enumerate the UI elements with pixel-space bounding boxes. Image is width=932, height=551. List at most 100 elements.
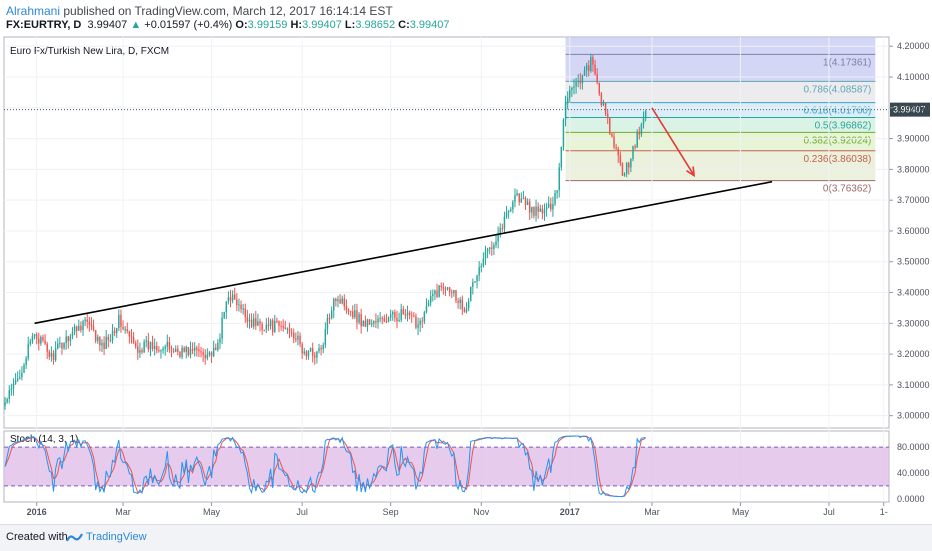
candle-body	[484, 251, 487, 259]
candle-body	[459, 299, 461, 303]
grid-lines	[4, 37, 889, 502]
drawings[interactable]: 3.99407	[4, 102, 930, 325]
author-link[interactable]: Alrahmani	[6, 4, 61, 18]
candle-body	[12, 383, 15, 389]
candle-body	[236, 299, 238, 306]
candle-body	[31, 336, 34, 342]
candle-body	[516, 193, 518, 196]
candle-body	[461, 299, 464, 310]
candle-body	[242, 308, 244, 310]
candle-body	[69, 336, 72, 342]
created-with-text: Created with	[6, 531, 68, 543]
candle-body	[80, 325, 82, 331]
candle-body	[499, 228, 501, 234]
candle-body	[314, 355, 316, 358]
candle-body	[573, 86, 575, 88]
candle-body	[467, 301, 470, 309]
candle-body	[493, 244, 495, 249]
candle-body	[206, 354, 209, 359]
fib-zone	[565, 102, 876, 118]
candle-body	[174, 348, 177, 352]
fib-zone	[565, 132, 876, 151]
candle-body	[181, 347, 183, 357]
stoch-band	[4, 447, 889, 486]
candle-body	[507, 210, 510, 213]
candle-body	[640, 124, 643, 135]
candle-body	[434, 290, 436, 295]
candle-body	[97, 336, 99, 341]
candle-body	[448, 287, 451, 293]
candle-body	[425, 305, 428, 313]
fibonacci-retracement[interactable]: 1(4.17361) 0.786(4.08587) 0.618(4.01700) 0.…	[565, 37, 876, 195]
fib-level-label: 0.382(3.92024)	[803, 135, 871, 146]
y-axis-tick-label: 3.20000	[897, 349, 930, 359]
candle-body	[581, 75, 584, 84]
candle-body	[193, 347, 196, 351]
candle-body	[48, 351, 51, 357]
candle-body	[444, 288, 447, 290]
candle-body	[8, 390, 11, 400]
candle-body	[189, 348, 192, 356]
candle-body	[303, 351, 306, 354]
candle-body	[145, 340, 147, 342]
tradingview-brand[interactable]: TradingView	[86, 531, 147, 543]
candle-body	[552, 203, 554, 210]
candle-body	[415, 316, 417, 328]
candle-body	[122, 326, 124, 330]
candle-body	[202, 352, 204, 356]
candle-body	[364, 320, 367, 327]
candle-body	[10, 388, 13, 391]
candle-body	[295, 338, 297, 340]
candle-body	[488, 247, 491, 249]
y-axis-tick-label: 3.80000	[897, 164, 930, 174]
candle-body	[619, 155, 622, 164]
candle-body	[246, 317, 249, 322]
candle-body	[271, 320, 274, 332]
projection-arrow-line	[651, 107, 695, 176]
candle-body	[569, 89, 571, 98]
fib-zone	[565, 81, 876, 103]
candle-body	[547, 203, 550, 208]
candle-body	[177, 348, 179, 353]
open-value: 3.99159	[247, 19, 288, 31]
x-axis-tick-label: Sep	[383, 507, 399, 517]
candle-body	[261, 324, 263, 330]
candle-body	[4, 402, 6, 406]
y-axis-tick-label: 3.00000	[897, 411, 930, 421]
candle-body	[472, 282, 474, 287]
candle-body	[577, 80, 579, 83]
candle-body	[59, 342, 61, 344]
candle-body	[436, 290, 438, 297]
open-label: O:	[235, 19, 248, 31]
candle-body	[366, 319, 369, 327]
candle-body	[611, 133, 613, 137]
candle-body	[276, 320, 278, 322]
candle-body	[558, 167, 560, 191]
candle-body	[107, 336, 110, 341]
candle-body	[99, 336, 101, 346]
candle-body	[410, 314, 413, 316]
candle-body	[423, 312, 426, 322]
candle-body	[90, 324, 93, 327]
candle-body	[168, 341, 171, 350]
candle-body	[286, 328, 289, 330]
candle-body	[299, 335, 301, 345]
fib-zone-top	[565, 37, 876, 55]
candle-body	[231, 294, 234, 301]
candle-body	[520, 198, 523, 203]
candle-body	[124, 329, 126, 331]
candle-body	[440, 285, 442, 288]
x-axis-tick-label: Jul	[296, 507, 308, 517]
candle-body	[82, 321, 84, 331]
candle-body	[638, 131, 641, 135]
candle-body	[153, 346, 156, 349]
candle-body	[604, 102, 607, 114]
x-axis-tick-label: 2016	[27, 507, 47, 517]
fib-level-label: 0(3.76362)	[823, 184, 871, 195]
candle-body	[381, 318, 383, 320]
stoch-y-tick-label: 40.0000	[897, 468, 930, 478]
candle-body	[137, 346, 139, 353]
x-axis-tick-label: Mar	[644, 507, 660, 517]
candle-body	[244, 308, 247, 318]
